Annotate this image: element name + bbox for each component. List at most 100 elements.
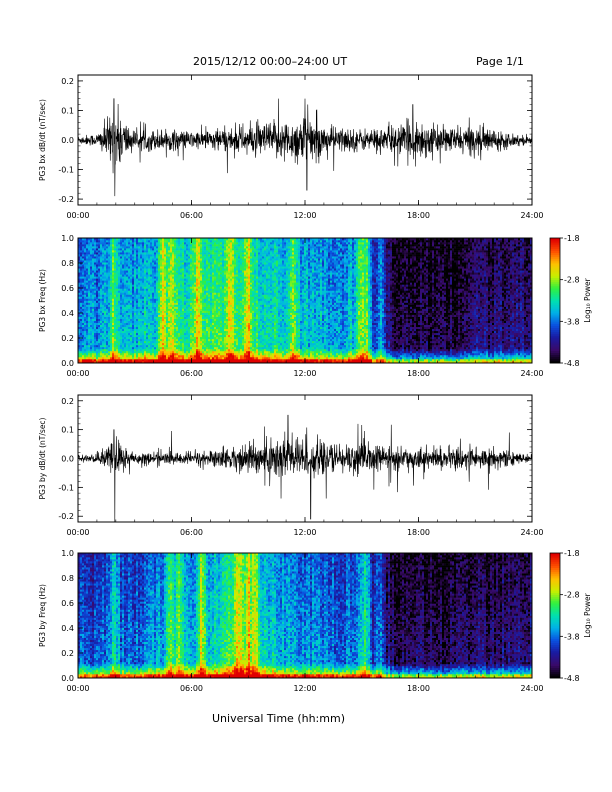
spectrogram-cell <box>126 347 128 349</box>
spectrogram-cell <box>98 317 100 319</box>
spectrogram-cell <box>142 288 144 290</box>
spectrogram-cell <box>154 311 156 313</box>
spectrogram-cell <box>132 359 134 361</box>
spectrogram-cell <box>140 305 142 307</box>
spectrogram-cell <box>88 357 90 359</box>
spectrogram-cell <box>92 266 94 268</box>
spectrogram-cell <box>92 248 94 250</box>
spectrogram-cell <box>160 311 162 313</box>
spectrogram-cell <box>82 309 84 311</box>
spectrogram-cell <box>100 292 102 294</box>
spectrogram-cell <box>96 256 98 258</box>
spectrogram-cell <box>162 323 164 325</box>
spectrogram-cell <box>162 341 164 343</box>
spectrogram-cell <box>92 333 94 335</box>
spectrogram-cell <box>134 357 136 359</box>
spectrogram-cell <box>108 355 110 357</box>
spectrogram-cell <box>118 323 120 325</box>
spectrogram-cell <box>108 270 110 272</box>
spectrogram-cell <box>106 286 108 288</box>
spectrogram-cell <box>150 246 152 248</box>
spectrogram-cell <box>86 294 88 296</box>
spectrogram-cell <box>106 270 108 272</box>
spectrogram-cell <box>148 359 150 361</box>
spectrogram-cell <box>86 355 88 357</box>
spectrogram-cell <box>88 290 90 292</box>
spectrogram-cell <box>162 321 164 323</box>
spectrogram-cell <box>164 315 166 317</box>
spectrogram-cell <box>94 276 96 278</box>
spectrogram-cell <box>144 246 146 248</box>
spectrogram-cell <box>96 244 98 246</box>
spectrogram-cell <box>100 327 102 329</box>
spectrogram-cell <box>106 260 108 262</box>
spectrogram-cell <box>130 317 132 319</box>
spectrogram-cell <box>140 325 142 327</box>
spectrogram-cell <box>112 264 114 266</box>
spectrogram-cell <box>104 309 106 311</box>
spectrogram-cell <box>150 272 152 274</box>
spectrogram-cell <box>152 357 154 359</box>
spectrogram-cell <box>158 337 160 339</box>
spectrogram-cell <box>142 325 144 327</box>
spectrogram-cell <box>114 244 116 246</box>
spectrogram-cell <box>132 268 134 270</box>
y-axis-label: PG3 bx dB/dt (nT/sec) <box>38 99 47 181</box>
spectrogram-cell <box>98 248 100 250</box>
spectrogram-cell <box>164 256 166 258</box>
spectrogram-cell <box>154 355 156 357</box>
spectrogram-cell <box>98 309 100 311</box>
spectrogram-cell <box>112 278 114 280</box>
spectrogram-cell <box>96 278 98 280</box>
spectrogram-cell <box>148 319 150 321</box>
spectrogram-cell <box>126 292 128 294</box>
spectrogram-cell <box>118 268 120 270</box>
spectrogram-cell <box>158 359 160 361</box>
spectrogram-cell <box>142 307 144 309</box>
waveform-trace <box>78 99 532 197</box>
spectrogram-cell <box>94 347 96 349</box>
spectrogram-cell <box>164 274 166 276</box>
spectrogram-cell <box>126 274 128 276</box>
spectrogram-cell <box>128 284 130 286</box>
spectrogram-cell <box>166 303 168 305</box>
spectrogram-cell <box>96 276 98 278</box>
spectrogram-cell <box>146 301 148 303</box>
spectrogram-cell <box>160 313 162 315</box>
spectrogram-cell <box>136 290 138 292</box>
spectrogram-cell <box>150 256 152 258</box>
spectrogram-cell <box>128 294 130 296</box>
spectrogram-cell <box>118 276 120 278</box>
spectrogram-cell <box>98 262 100 264</box>
spectrogram-cell <box>82 315 84 317</box>
spectrogram-cell <box>162 335 164 337</box>
spectrogram-cell <box>136 284 138 286</box>
spectrogram-cell <box>138 294 140 296</box>
spectrogram-cell <box>160 309 162 311</box>
spectrogram-cell <box>88 337 90 339</box>
spectrogram-cell <box>80 351 82 353</box>
spectrogram-cell <box>122 335 124 337</box>
spectrogram-cell <box>116 357 118 359</box>
spectrogram-cell <box>110 317 112 319</box>
spectrogram-cell <box>90 250 92 252</box>
spectrogram-cell <box>140 343 142 345</box>
spectrogram-cell <box>86 292 88 294</box>
spectrogram-cell <box>134 258 136 260</box>
spectrogram-cell <box>92 244 94 246</box>
spectrogram-cell <box>96 319 98 321</box>
spectrogram-cell <box>122 321 124 323</box>
spectrogram-cell <box>146 278 148 280</box>
spectrogram-cell <box>130 242 132 244</box>
spectrogram-cell <box>144 292 146 294</box>
spectrogram-cell <box>154 319 156 321</box>
spectrogram-cell <box>120 337 122 339</box>
spectrogram-cell <box>128 274 130 276</box>
spectrogram-cell <box>108 301 110 303</box>
spectrogram-cell <box>118 341 120 343</box>
spectrogram-cell <box>124 307 126 309</box>
spectrogram-cell <box>126 254 128 256</box>
spectrogram-cell <box>154 284 156 286</box>
spectrogram-cell <box>160 355 162 357</box>
spectrogram-cell <box>132 305 134 307</box>
